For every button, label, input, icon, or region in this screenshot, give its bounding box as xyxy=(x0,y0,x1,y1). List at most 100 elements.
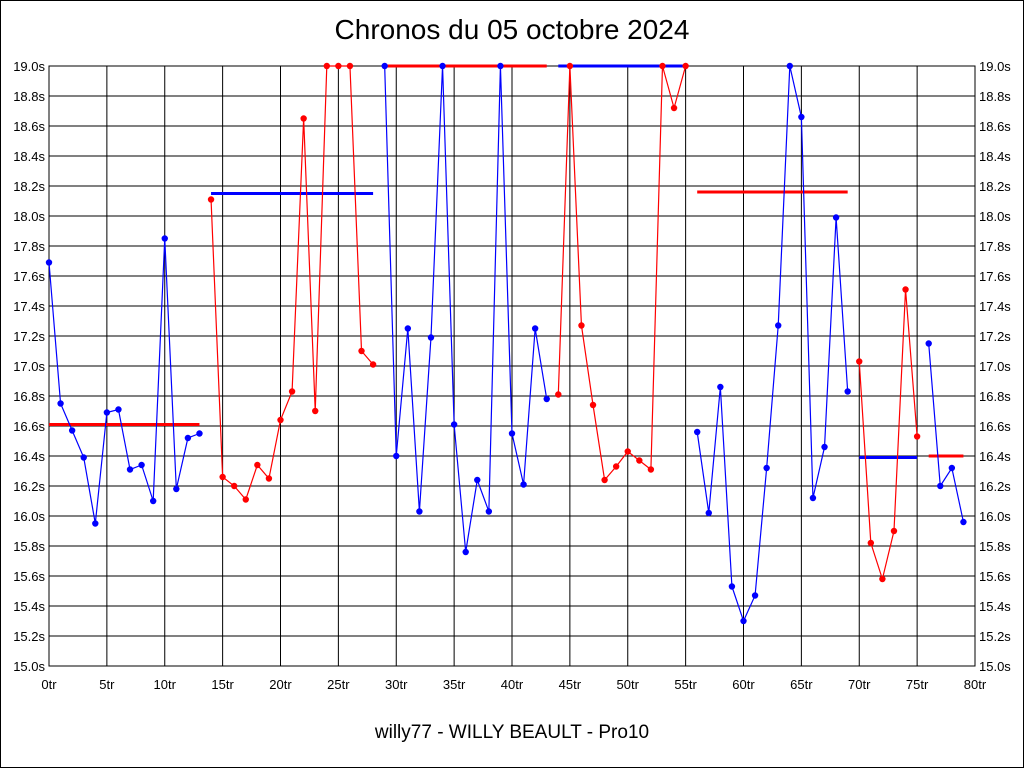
data-point xyxy=(92,520,99,527)
y-tick-label-left: 18.4s xyxy=(13,149,45,164)
data-point xyxy=(555,391,562,398)
y-tick-label-left: 17.2s xyxy=(13,329,45,344)
data-point xyxy=(659,62,666,70)
data-point xyxy=(821,443,828,451)
y-tick-label-right: 16.6s xyxy=(979,419,1011,434)
data-point xyxy=(300,115,307,122)
data-point xyxy=(196,430,203,437)
x-tick-label: 65tr xyxy=(790,677,813,692)
y-tick-label-left: 15.0s xyxy=(13,659,45,674)
data-point xyxy=(149,497,157,505)
data-point xyxy=(416,508,423,515)
x-tick-label: 5tr xyxy=(99,677,115,692)
data-point xyxy=(161,235,168,242)
y-tick-label-left: 18.8s xyxy=(13,89,45,104)
series-line xyxy=(48,238,200,524)
data-point xyxy=(844,388,851,395)
data-point xyxy=(751,592,759,599)
data-point xyxy=(763,464,770,472)
y-tick-label-left: 15.8s xyxy=(13,539,45,554)
data-point xyxy=(369,361,377,368)
data-point xyxy=(948,464,956,472)
y-tick-label-right: 15.6s xyxy=(979,569,1011,584)
data-point xyxy=(346,62,354,70)
x-tick-label: 50tr xyxy=(617,677,640,692)
y-tick-label-left: 16.4s xyxy=(13,449,45,464)
data-point xyxy=(219,473,226,481)
data-point xyxy=(879,575,886,583)
data-point xyxy=(184,434,192,442)
data-point xyxy=(670,104,678,112)
y-tick-label-left: 19.0s xyxy=(13,59,45,74)
y-tick-label-right: 15.0s xyxy=(979,659,1011,674)
y-tick-label-right: 19.0s xyxy=(979,59,1011,74)
y-tick-label-left: 15.6s xyxy=(13,569,45,584)
y-tick-label-left: 18.2s xyxy=(13,179,45,194)
x-tick-label: 35tr xyxy=(443,677,466,692)
y-tick-label-right: 16.8s xyxy=(979,389,1011,404)
series-line xyxy=(557,65,687,482)
y-tick-label-right: 16.2s xyxy=(979,479,1011,494)
data-point xyxy=(786,62,793,70)
data-point xyxy=(566,62,574,70)
y-tick-label-right: 16.4s xyxy=(979,449,1011,464)
series-line xyxy=(696,65,849,623)
data-point xyxy=(890,527,898,535)
data-point xyxy=(231,482,238,490)
y-tick-label-left: 16.8s xyxy=(13,389,45,404)
data-point xyxy=(462,548,469,556)
data-point xyxy=(717,383,724,391)
data-point xyxy=(705,509,712,517)
data-point xyxy=(335,62,342,70)
data-point xyxy=(277,416,284,424)
y-tick-label-left: 16.6s xyxy=(13,419,45,434)
data-point xyxy=(694,428,701,436)
x-tick-label: 0tr xyxy=(41,677,57,692)
y-tick-label-left: 16.0s xyxy=(13,509,45,524)
y-tick-label-right: 15.2s xyxy=(979,629,1011,644)
data-point xyxy=(508,430,516,437)
x-tick-label: 45tr xyxy=(559,677,582,692)
data-point xyxy=(543,395,550,403)
data-point xyxy=(381,62,388,70)
y-tick-label-right: 15.4s xyxy=(979,599,1011,614)
x-tick-label: 30tr xyxy=(385,677,408,692)
data-point xyxy=(254,461,261,469)
y-tick-label-left: 17.6s xyxy=(13,269,45,284)
data-point xyxy=(578,322,585,329)
y-tick-label-right: 18.8s xyxy=(979,89,1011,104)
y-tick-label-right: 17.6s xyxy=(979,269,1011,284)
data-point xyxy=(103,409,111,416)
y-tick-label-right: 17.4s xyxy=(979,299,1011,314)
data-point xyxy=(775,322,782,329)
data-point xyxy=(636,457,643,464)
data-point xyxy=(288,388,296,395)
data-point xyxy=(57,400,64,407)
series-line xyxy=(384,65,548,553)
x-tick-label: 70tr xyxy=(848,677,871,692)
data-point xyxy=(913,433,921,440)
data-point xyxy=(404,325,412,332)
data-point xyxy=(902,286,909,293)
data-point xyxy=(728,583,736,590)
data-point xyxy=(740,617,747,625)
data-point xyxy=(173,485,180,493)
chart-title: Chronos du 05 octobre 2024 xyxy=(334,14,690,45)
data-point xyxy=(531,325,539,332)
x-tick-label: 10tr xyxy=(154,677,177,692)
data-point xyxy=(242,496,249,503)
data-point xyxy=(937,482,944,490)
y-tick-label-right: 18.2s xyxy=(979,179,1011,194)
y-tick-label-left: 16.2s xyxy=(13,479,45,494)
data-point xyxy=(427,334,435,341)
data-point xyxy=(798,113,805,121)
data-point xyxy=(497,62,504,70)
data-point xyxy=(138,461,145,469)
x-tick-label: 40tr xyxy=(501,677,524,692)
y-tick-label-left: 15.2s xyxy=(13,629,45,644)
data-point xyxy=(474,476,481,484)
series-line xyxy=(928,343,965,523)
x-tick-label: 75tr xyxy=(906,677,929,692)
data-point xyxy=(624,448,631,455)
